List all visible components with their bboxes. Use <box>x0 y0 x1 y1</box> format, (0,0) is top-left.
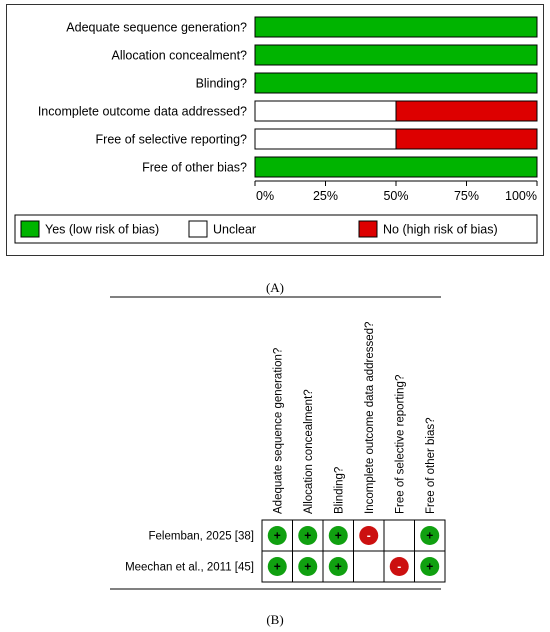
legend-swatch-no-high-risk-of-bias <box>358 220 378 238</box>
x-tick-label-0: 0% <box>256 189 274 203</box>
summary-grid-border <box>261 519 446 583</box>
column-header-incomplete-outcome-data-addressed: Incomplete outcome data addressed? <box>364 322 376 514</box>
category-label-free-of-selective-reporting: Free of selective reporting? <box>96 133 248 147</box>
legend-label-yes-low-risk-of-bias: Yes (low risk of bias) <box>45 223 159 237</box>
bias-graph-svg: Adequate sequence generation? Allocation … <box>14 16 538 244</box>
bar-unclear-5 <box>254 128 397 150</box>
x-tick-label-3: 75% <box>454 189 479 203</box>
judgement-dot-r1-c3 <box>328 526 348 545</box>
legend-swatch-unclear <box>188 220 208 238</box>
judgement-dot-r2-c3 <box>328 557 348 576</box>
judgement-dot-r2-c1 <box>267 557 287 576</box>
category-label-free-of-other-bias: Free of other bias? <box>142 161 247 175</box>
x-tick-label-2: 50% <box>383 189 408 203</box>
judgement-symbol-r2-c3: + <box>335 560 342 574</box>
judgement-symbol-r1-c6: + <box>426 529 433 543</box>
judgement-dot-r1-c6 <box>420 526 440 545</box>
column-header-blinding: Blinding? <box>333 467 345 514</box>
bar-no-high-risk-of-bias-4 <box>395 100 538 122</box>
study-label-2: Meechan et al., 2011 [45] <box>125 562 254 574</box>
bar-yes-low-risk-of-bias-3 <box>254 72 538 94</box>
study-label-1: Felemban, 2025 [38] <box>149 531 255 543</box>
bar-no-high-risk-of-bias-5 <box>395 128 538 150</box>
x-tick-label-4: 100% <box>505 189 537 203</box>
judgement-symbol-r2-c2: + <box>304 560 311 574</box>
bar-yes-low-risk-of-bias-6 <box>254 156 538 178</box>
judgement-symbol-r1-c2: + <box>304 529 311 543</box>
x-tick-label-1: 25% <box>313 189 338 203</box>
panel-b-caption: (B) <box>266 612 284 627</box>
column-header-allocation-concealment: Allocation concealment? <box>303 389 315 514</box>
legend-label-no-high-risk-of-bias: No (high risk of bias) <box>383 223 498 237</box>
column-header-free-of-other-bias: Free of other bias? <box>425 417 437 514</box>
judgement-dot-r2-c5 <box>389 557 409 576</box>
category-label-adequate-sequence-generation: Adequate sequence generation? <box>66 21 247 35</box>
bar-yes-low-risk-of-bias-1 <box>254 16 538 38</box>
bar-unclear-4 <box>254 100 397 122</box>
panel-a-caption: (A) <box>265 280 285 295</box>
risk-of-bias-graph: Adequate sequence generation? Allocation … <box>6 4 544 256</box>
judgement-dot-r1-c1 <box>267 526 287 545</box>
column-header-free-of-selective-reporting: Free of selective reporting? <box>394 375 406 514</box>
legend-swatch-yes-low-risk-of-bias <box>20 220 40 238</box>
judgement-symbol-r1-c4: - <box>367 529 371 543</box>
category-label-blinding: Blinding? <box>196 77 247 91</box>
judgement-symbol-r1-c1: + <box>274 529 281 543</box>
judgement-symbol-r1-c3: + <box>335 529 342 543</box>
bar-yes-low-risk-of-bias-2 <box>254 44 538 66</box>
judgement-dot-r2-c2 <box>298 557 318 576</box>
category-label-allocation-concealment: Allocation concealment? <box>112 49 248 63</box>
judgement-symbol-r2-c1: + <box>274 560 281 574</box>
judgement-dot-r1-c2 <box>298 526 318 545</box>
legend-box <box>14 214 538 244</box>
category-label-incomplete-outcome-data-addressed: Incomplete outcome data addressed? <box>38 105 247 119</box>
column-header-adequate-sequence-generation: Adequate sequence generation? <box>272 348 284 514</box>
judgement-symbol-r2-c6: + <box>426 560 433 574</box>
judgement-dot-r2-c6 <box>420 557 440 576</box>
legend-label-unclear: Unclear <box>213 223 256 237</box>
judgement-symbol-r2-c5: - <box>397 560 401 574</box>
judgement-dot-r1-c4 <box>359 526 379 545</box>
